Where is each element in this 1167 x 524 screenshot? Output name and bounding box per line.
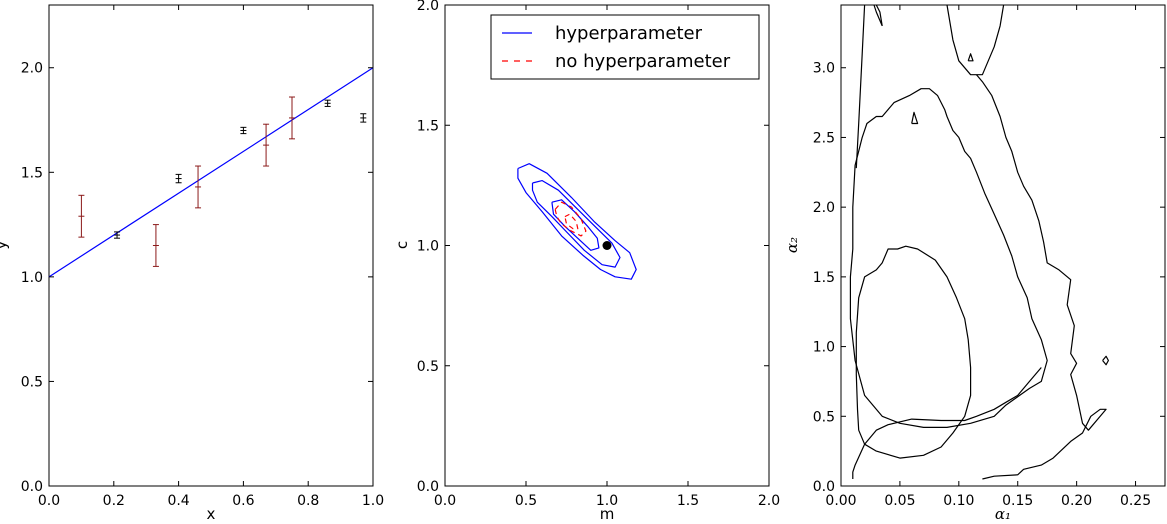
data-point-0 xyxy=(78,194,85,238)
y-tick-label-2-1: 0.5 xyxy=(813,409,835,425)
y-tick-label-2-3: 1.5 xyxy=(813,270,835,286)
data-point-4 xyxy=(195,165,202,209)
ticks-middle: 0.0 0.5 1.0 1.5 2.0 0.0 0.5 1.0 1.5 2.0 xyxy=(417,0,780,509)
contour-2-0-7 xyxy=(855,245,972,459)
legend-box xyxy=(490,14,760,80)
contour-2-0-3 xyxy=(875,4,883,26)
y-tick-label-0-2: 1.0 xyxy=(21,270,43,286)
contour-2-0-5 xyxy=(976,74,1107,480)
y-tick-label-0-0: 0.0 xyxy=(21,479,43,495)
y-tick-label-0-1: 0.5 xyxy=(21,374,43,390)
data-marks-middle xyxy=(517,163,637,280)
y-axis-label-left: y xyxy=(0,240,10,249)
data-marks-right xyxy=(849,4,1109,480)
x-tick-label-0-3: 0.6 xyxy=(232,493,254,509)
x-tick-label-0-4: 0.8 xyxy=(297,493,319,509)
ticks-right: 0.00 0.05 0.10 0.15 0.20 0.25 0.0 0.5 1.0 1.5 2.0 2… xyxy=(813,5,1165,509)
contour-2-0-2 xyxy=(873,4,883,27)
x-axis-label-middle: m xyxy=(600,505,615,523)
y-tick-label-1-1: 0.5 xyxy=(417,359,439,375)
contour-2-0-0 xyxy=(852,367,1042,479)
panel-right-alpha-contours: 0.00 0.05 0.10 0.15 0.20 0.25 0.0 0.5 1.0 1.5 2.0 2… xyxy=(783,4,1166,523)
contour-1-0-1 xyxy=(531,180,621,268)
data-marks-left xyxy=(48,67,374,278)
contour-2-0-9 xyxy=(967,53,974,62)
x-tick-label-1-3: 1.5 xyxy=(677,493,699,509)
legend-label-no-hyperparameter: no hyperparameter xyxy=(555,51,731,72)
x-tick-label-1-1: 0.5 xyxy=(515,493,537,509)
x-tick-label-2-1: 0.05 xyxy=(884,493,915,509)
contour-1-1-1 xyxy=(564,213,579,230)
data-point-5 xyxy=(240,126,247,135)
y-tick-label-2-6: 3.0 xyxy=(813,61,835,77)
data-point-1 xyxy=(114,231,121,239)
contour-1-0-0 xyxy=(517,163,637,280)
y-tick-label-1-0: 0.0 xyxy=(417,479,439,495)
y-tick-label-0-3: 1.5 xyxy=(21,165,43,181)
x-tick-label-2-2: 0.10 xyxy=(943,493,974,509)
x-tick-label-2-3: 0.15 xyxy=(1002,493,1033,509)
x-axis-label-left: x xyxy=(207,505,216,523)
data-point-9 xyxy=(360,113,367,123)
plot-frame-left xyxy=(48,4,374,487)
data-point-3 xyxy=(175,173,182,184)
contour-2-0-1 xyxy=(855,4,866,169)
x-tick-label-1-2: 1.0 xyxy=(596,493,618,509)
panel-middle-mc-contours: 0.0 0.5 1.0 1.5 2.0 0.0 0.5 1.0 1.5 2.0 m c hyper… xyxy=(393,0,780,523)
ticks-left: 0.0 0.2 0.4 0.6 0.8 1.0 0.0 0.5 1.0 1.5 2.0 xyxy=(21,5,384,509)
legend: hyperparameter no hyperparameter xyxy=(490,14,760,80)
y-tick-label-2-5: 2.5 xyxy=(813,130,835,146)
x-tick-label-1-0: 0.0 xyxy=(434,493,456,509)
x-tick-label-0-0: 0.0 xyxy=(38,493,60,509)
fit-line xyxy=(48,67,374,278)
y-tick-label-2-0: 0.0 xyxy=(813,479,835,495)
x-tick-label-2-0: 0.00 xyxy=(825,493,856,509)
y-tick-label-0-4: 2.0 xyxy=(21,61,43,77)
contour-1-1-0 xyxy=(554,201,587,237)
y-tick-label-2-2: 1.0 xyxy=(813,340,835,356)
legend-label-hyperparameter: hyperparameter xyxy=(555,23,703,44)
x-tick-label-0-2: 0.4 xyxy=(167,493,189,509)
x-tick-label-0-1: 0.2 xyxy=(103,493,125,509)
plot-frame-right xyxy=(840,4,1166,487)
x-axis-label-right: α₁ xyxy=(995,505,1011,523)
y-tick-label-1-3: 1.5 xyxy=(417,118,439,134)
data-point-2 xyxy=(152,224,159,267)
x-tick-label-2-4: 0.20 xyxy=(1061,493,1092,509)
x-tick-label-0-5: 1.0 xyxy=(362,493,384,509)
contour-2-0-6 xyxy=(849,88,1048,428)
true-value-marker xyxy=(602,241,612,250)
data-point-6 xyxy=(263,123,270,167)
contour-1-0-2 xyxy=(551,199,600,251)
contour-2-0-10 xyxy=(1102,355,1109,366)
y-axis-label-middle: c xyxy=(393,241,411,249)
contour-2-0-8 xyxy=(911,111,919,125)
y-tick-label-1-2: 1.0 xyxy=(417,239,439,255)
x-tick-label-1-4: 2.0 xyxy=(758,493,780,509)
panel-left-xy-fit: 0.0 0.2 0.4 0.6 0.8 1.0 0.0 0.5 1.0 1.5 2.0 x y xyxy=(0,4,384,523)
y-tick-label-1-4: 2.0 xyxy=(417,0,439,14)
data-point-7 xyxy=(289,96,295,140)
data-point-8 xyxy=(324,99,331,107)
x-tick-label-2-5: 0.25 xyxy=(1120,493,1151,509)
y-axis-label-right: α₂ xyxy=(783,237,801,253)
y-tick-label-2-4: 2.0 xyxy=(813,200,835,216)
